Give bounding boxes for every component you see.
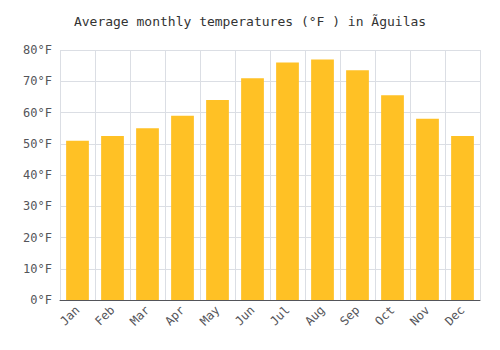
svg-text:Jul: Jul <box>267 303 292 328</box>
svg-text:Sep: Sep <box>337 303 362 328</box>
svg-text:May: May <box>197 303 222 328</box>
svg-text:80°F: 80°F <box>23 43 52 57</box>
svg-text:Apr: Apr <box>162 303 187 328</box>
svg-text:40°F: 40°F <box>23 168 52 182</box>
svg-text:Aug: Aug <box>302 303 327 328</box>
svg-text:0°F: 0°F <box>30 293 52 307</box>
svg-text:Dec: Dec <box>442 303 467 328</box>
svg-text:Jun: Jun <box>232 303 257 328</box>
svg-text:Feb: Feb <box>92 303 117 328</box>
svg-text:Oct: Oct <box>372 303 397 328</box>
svg-text:30°F: 30°F <box>23 199 52 213</box>
svg-text:20°F: 20°F <box>23 231 52 245</box>
svg-text:10°F: 10°F <box>23 262 52 276</box>
svg-text:Jan: Jan <box>57 303 82 328</box>
svg-text:70°F: 70°F <box>23 74 52 88</box>
svg-text:Average monthly temperatures (: Average monthly temperatures (°F ) in Ãg… <box>74 14 426 29</box>
svg-text:60°F: 60°F <box>23 106 52 120</box>
svg-text:50°F: 50°F <box>23 137 52 151</box>
svg-text:Mar: Mar <box>127 303 152 328</box>
svg-text:Nov: Nov <box>407 303 432 328</box>
